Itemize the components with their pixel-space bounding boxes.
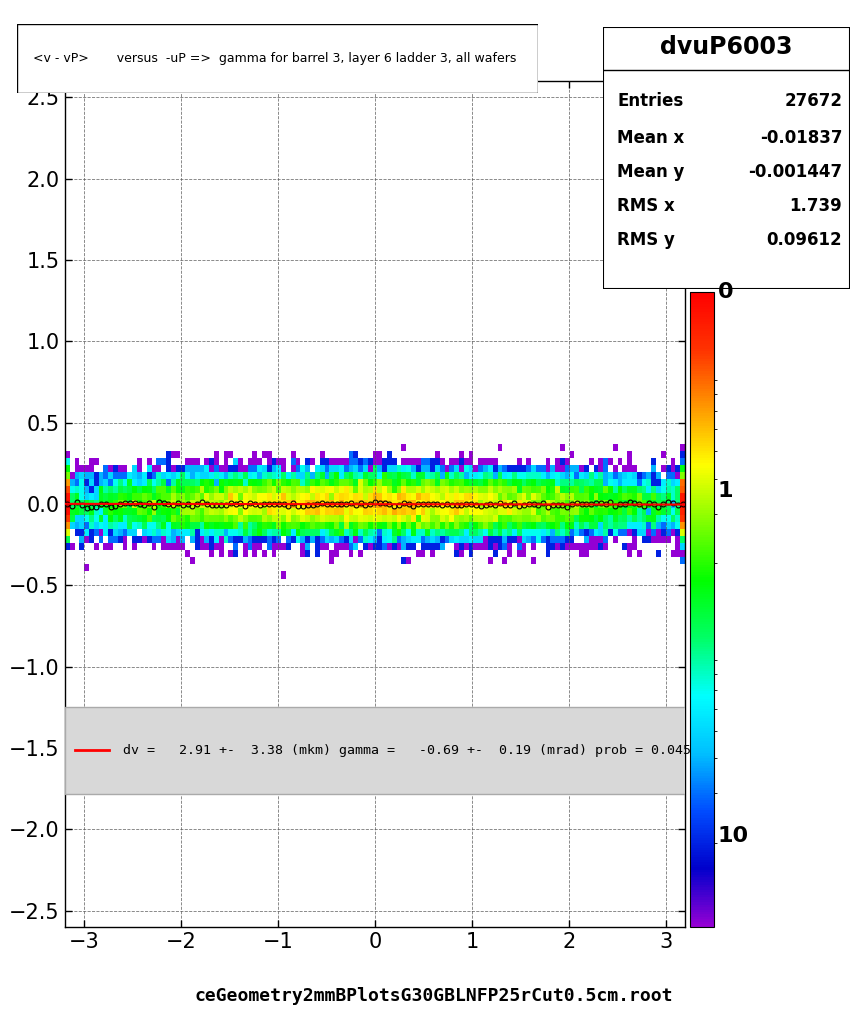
Bar bbox=[65, 707, 685, 793]
Text: -0.01837: -0.01837 bbox=[759, 130, 842, 148]
Text: <v - vP>       versus  -uP =>  gamma for barrel 3, layer 6 ladder 3, all wafers: <v - vP> versus -uP => gamma for barrel … bbox=[33, 53, 517, 65]
Text: 10: 10 bbox=[718, 826, 749, 846]
Text: 27672: 27672 bbox=[785, 91, 842, 109]
Text: dv =   2.91 +-  3.38 (mkm) gamma =   -0.69 +-  0.19 (mrad) prob = 0.045: dv = 2.91 +- 3.38 (mkm) gamma = -0.69 +-… bbox=[123, 744, 691, 757]
Text: -0.001447: -0.001447 bbox=[748, 163, 842, 181]
Text: RMS x: RMS x bbox=[617, 198, 675, 216]
Text: Mean x: Mean x bbox=[617, 130, 685, 148]
Text: ceGeometry2mmBPlotsG30GBLNFP25rCut0.5cm.root: ceGeometry2mmBPlotsG30GBLNFP25rCut0.5cm.… bbox=[194, 987, 673, 1005]
Text: Entries: Entries bbox=[617, 91, 684, 109]
Text: RMS y: RMS y bbox=[617, 231, 675, 249]
Text: 0: 0 bbox=[718, 282, 733, 302]
Text: dvuP6003: dvuP6003 bbox=[660, 35, 792, 59]
Text: 0.09612: 0.09612 bbox=[766, 231, 842, 249]
Text: 1: 1 bbox=[718, 481, 733, 501]
Text: Mean y: Mean y bbox=[617, 163, 685, 181]
Text: 1.739: 1.739 bbox=[790, 198, 842, 216]
